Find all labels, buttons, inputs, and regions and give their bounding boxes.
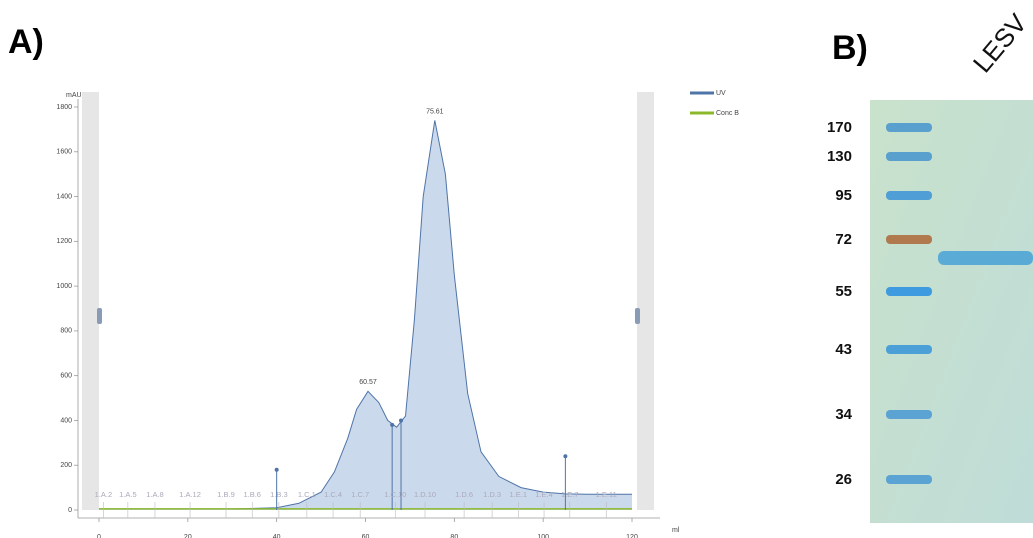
- fraction-label: 1.E.11: [596, 490, 617, 499]
- handle: [97, 308, 102, 324]
- panel-label: B): [832, 29, 868, 67]
- fraction-dot: [563, 454, 568, 459]
- peak-label: 75.61: [426, 108, 444, 115]
- marker-label: 130: [827, 148, 852, 165]
- x-tick-label: 80: [450, 534, 458, 538]
- fraction-dot: [274, 467, 279, 472]
- y-tick-label: 1400: [56, 193, 72, 200]
- marker-label: 72: [835, 231, 852, 248]
- marker-label: 170: [827, 119, 852, 136]
- peak-label: 60.57: [359, 379, 377, 386]
- fraction-label: 1.D.3: [483, 490, 501, 499]
- legend-label: UV: [716, 90, 726, 97]
- marker-label: 34: [835, 406, 852, 423]
- fraction-label: 1.D.6: [455, 490, 473, 499]
- legend-label: Conc B: [716, 110, 739, 117]
- marker-label: 26: [835, 471, 852, 488]
- y-tick-label: 1600: [56, 149, 72, 156]
- marker-band: [886, 235, 932, 244]
- fraction-label: 1.B.6: [243, 490, 261, 499]
- fraction-label: 1.E.1: [510, 490, 528, 499]
- y-tick-label: 600: [60, 373, 72, 380]
- x-tick-label: 20: [184, 534, 192, 538]
- handle: [635, 308, 640, 324]
- fraction-label: 1.C.4: [324, 490, 342, 499]
- marker-band: [886, 475, 932, 484]
- gel: [870, 100, 1033, 523]
- fraction-label: 1.A.5: [119, 490, 137, 499]
- marker-band: [886, 287, 932, 296]
- marker-band: [886, 191, 932, 200]
- y-axis-label: mAU: [66, 92, 82, 99]
- fraction-label: 1.A.12: [179, 490, 201, 499]
- x-tick-label: 120: [626, 534, 638, 538]
- fraction-label: 1.E.7: [561, 490, 579, 499]
- marker-band: [886, 152, 932, 161]
- area: [99, 120, 632, 511]
- marker-label: 43: [835, 341, 852, 358]
- x-axis-label: ml: [672, 527, 680, 534]
- fraction-dot: [399, 418, 404, 423]
- injection-band: [637, 92, 654, 510]
- y-tick-label: 400: [60, 417, 72, 424]
- gel-band: [938, 251, 1033, 265]
- fraction-label: 1.A.8: [146, 490, 164, 499]
- fraction-dot: [390, 422, 395, 427]
- fraction-label: 1.C.10: [384, 490, 406, 499]
- fraction-label: 1.E.4: [535, 490, 553, 499]
- y-tick-label: 1000: [56, 283, 72, 290]
- fraction-label: 1.B.3: [270, 490, 288, 499]
- marker-band: [886, 345, 932, 354]
- y-tick-label: 1800: [56, 104, 72, 111]
- x-tick-label: 40: [273, 534, 281, 538]
- marker-band: [886, 123, 932, 132]
- fraction-label: 1.A.2: [95, 490, 113, 499]
- injection-band: [82, 92, 99, 510]
- y-tick-label: 200: [60, 462, 72, 469]
- fraction-label: 1.C.7: [351, 490, 369, 499]
- fraction-label: 1.D.10: [414, 490, 436, 499]
- x-tick-label: 100: [537, 534, 549, 538]
- y-tick-label: 800: [60, 328, 72, 335]
- marker-label: 95: [835, 187, 852, 204]
- lane-label: LESV: [967, 8, 1033, 79]
- marker-band: [886, 410, 932, 419]
- fraction-label: 1.B.9: [217, 490, 235, 499]
- fraction-label: 1.C.1: [298, 490, 316, 499]
- panel-label: A): [8, 23, 44, 61]
- y-tick-label: 0: [68, 507, 72, 514]
- x-tick-label: 0: [97, 534, 101, 538]
- y-tick-label: 1200: [56, 238, 72, 245]
- marker-label: 55: [835, 283, 852, 300]
- x-tick-label: 60: [362, 534, 370, 538]
